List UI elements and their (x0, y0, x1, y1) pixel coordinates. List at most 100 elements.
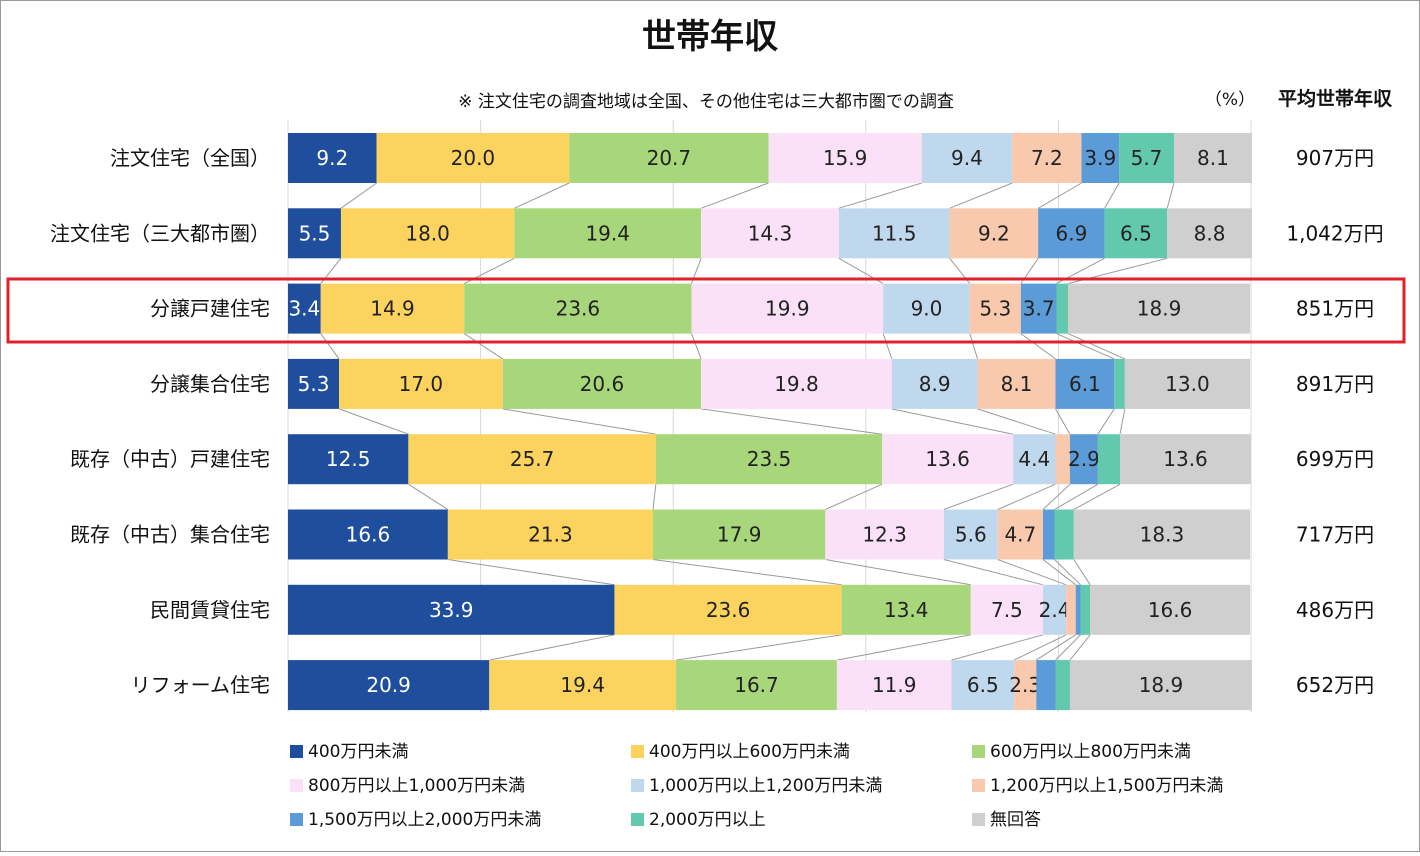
connector-line (1166, 182, 1175, 209)
chart-title: 世帯年収 (642, 17, 778, 57)
connector-line (838, 182, 922, 209)
data-label: 18.9 (1139, 673, 1184, 697)
connector-line (891, 408, 1014, 435)
average-income-value: 717万円 (1296, 523, 1374, 547)
connector-line (1104, 182, 1120, 209)
connector-line (463, 333, 504, 360)
connector-line (1035, 634, 1077, 661)
bar-segment (655, 434, 883, 485)
data-label: 18.0 (405, 221, 450, 245)
bar-segment (1081, 133, 1120, 183)
data-label: 6.9 (1055, 221, 1087, 245)
bar-segment (943, 509, 998, 560)
bar-segment (977, 358, 1056, 409)
bar-segment (502, 358, 702, 409)
connector-line (1020, 333, 1056, 360)
connector-line (502, 408, 656, 435)
legend-label: 800万円以上1,000万円未満 (308, 776, 525, 796)
bar-segment (288, 208, 341, 259)
bar-segment (1073, 509, 1251, 560)
data-label: 13.6 (925, 447, 970, 471)
connector-line (340, 182, 377, 209)
connector-line (1067, 333, 1126, 360)
connector-line (1097, 408, 1115, 435)
data-label: 12.5 (326, 447, 371, 471)
connector-line (338, 408, 409, 435)
bar-segment (652, 509, 826, 560)
legend-label: 1,200万円以上1,500万円未満 (990, 776, 1223, 796)
connector-line (447, 559, 615, 586)
legend-swatch (972, 813, 985, 826)
data-label: 20.9 (366, 673, 411, 697)
data-label: 17.0 (399, 372, 444, 396)
connector-line (1073, 559, 1091, 586)
bar-segment (1090, 584, 1251, 635)
data-label: 2.4 (1039, 598, 1071, 622)
bar-segment (376, 133, 570, 183)
data-label: 8.9 (919, 372, 951, 396)
bar-segment (1013, 434, 1056, 485)
data-label: 16.6 (1148, 598, 1193, 622)
category-label: 民間賃貸住宅 (150, 598, 270, 622)
bar-segment (447, 509, 653, 560)
connector-line (997, 483, 1056, 510)
data-label: 18.3 (1140, 523, 1185, 547)
bar-segment (969, 283, 1021, 334)
bar-segment (1054, 509, 1074, 560)
highlight-box (6, 277, 1406, 344)
data-label: 2.9 (1068, 447, 1100, 471)
connector-line (1037, 182, 1082, 209)
connector-line (408, 483, 449, 510)
data-label: 14.9 (370, 297, 415, 321)
data-label: 4.4 (1018, 447, 1050, 471)
data-label: 6.5 (1120, 221, 1152, 245)
legend-swatch (972, 745, 985, 758)
data-label: 12.3 (862, 523, 907, 547)
legend-label: 無回答 (990, 810, 1041, 830)
connector-line (691, 333, 702, 360)
bar-segment (408, 434, 656, 485)
legend-swatch (631, 745, 644, 758)
connector-line (825, 483, 883, 510)
data-label: 4.7 (1004, 523, 1036, 547)
average-income-value: 652万円 (1296, 673, 1374, 697)
bar-segment (339, 358, 503, 409)
data-label: 5.5 (299, 221, 331, 245)
legend-label: 1,500万円以上2,000万円未満 (308, 810, 541, 830)
data-label: 19.4 (585, 221, 630, 245)
data-label: 8.8 (1194, 221, 1226, 245)
data-label: 17.9 (717, 523, 762, 547)
data-label: 18.9 (1137, 297, 1182, 321)
bar-segment (1173, 133, 1252, 183)
bar-segment (1055, 660, 1070, 711)
bar-segment (1075, 584, 1081, 635)
bar-segment (288, 660, 490, 711)
bar-segment (614, 584, 842, 635)
data-label: 23.5 (747, 447, 792, 471)
survey-note: ※ 注文住宅の調査地域は全国、その他住宅は三大都市圏での調査 (458, 92, 954, 112)
bar-segment (320, 283, 465, 334)
bar-segment (1036, 660, 1056, 711)
bar-segment (340, 208, 515, 259)
category-labels: 注文住宅（全国） 注文住宅（三大都市圏） 分譲戸建住宅分譲集合住宅既存（中古）戸建住… (50, 146, 270, 697)
bar-segment (1012, 133, 1082, 183)
data-label: 19.4 (560, 673, 605, 697)
data-label: 9.4 (951, 146, 983, 170)
data-label: 13.4 (884, 598, 929, 622)
data-label: 2.3 (1009, 673, 1041, 697)
data-label: 6.5 (967, 673, 999, 697)
bar-segment (882, 434, 1014, 485)
data-label: 11.5 (872, 221, 917, 245)
bar-segment (489, 660, 677, 711)
data-label: 13.0 (1165, 372, 1210, 396)
connector-line (514, 182, 570, 209)
bar-segment (1055, 434, 1070, 485)
data-label: 9.0 (911, 297, 943, 321)
connector-line (943, 483, 1014, 510)
data-label: 5.3 (979, 297, 1011, 321)
data-label: 5.7 (1131, 146, 1163, 170)
category-label: 既存（中古）戸建住宅 (70, 447, 270, 471)
category-label: 注文住宅（三大都市圏） (50, 221, 270, 245)
connector-line (836, 634, 971, 661)
data-label: 9.2 (316, 146, 348, 170)
